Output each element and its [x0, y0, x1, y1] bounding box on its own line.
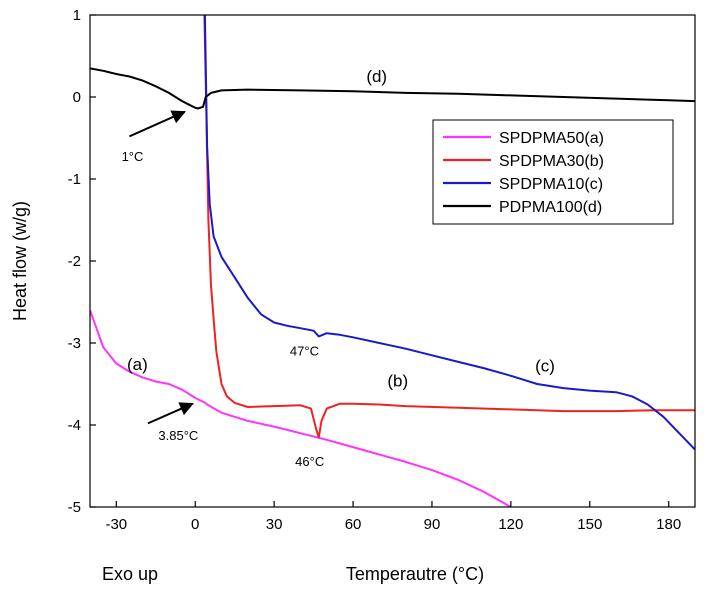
legend-label: PDPMA100(d): [499, 199, 602, 216]
legend-label: SPDPMA30(b): [499, 153, 604, 170]
x-tick-label: -30: [105, 516, 127, 533]
x-tick-label: 60: [345, 516, 362, 533]
ticks-layer: -30 0 30 60 90 120 150 180 1 0 -1 -2 -3 -4 -5: [68, 7, 682, 533]
x-tick-label: 0: [191, 516, 199, 533]
y-tick-label: -4: [68, 417, 81, 434]
y-tick-label: 0: [73, 89, 81, 106]
y-axis-title: Heat flow (w/g): [10, 201, 30, 321]
curve-label: (b): [387, 371, 408, 390]
y-tick-label: -2: [68, 253, 81, 270]
curve-label: (a): [127, 355, 148, 374]
annotation-arrow: [129, 110, 186, 138]
x-tick-label: 90: [424, 516, 441, 533]
series-line-spdpma50-a: [90, 309, 512, 507]
temperature-annotation: 47°C: [290, 343, 319, 358]
annotation-arrow: [147, 402, 194, 425]
curve-label: (d): [366, 67, 387, 86]
series-line-spdpma30-b: [203, 15, 695, 439]
x-axis-title: Temperautre (°C): [346, 564, 484, 584]
curve-label: (c): [535, 357, 555, 376]
exo-up-note: Exo up: [102, 564, 158, 584]
y-tick-label: -3: [68, 335, 81, 352]
temperature-annotation: 46°C: [295, 454, 324, 469]
annotation-layer: (a) (b) (c) (d) 1°C 3.85°C 46°C 47°C: [122, 67, 555, 469]
legend-label: SPDPMA50(a): [499, 130, 604, 147]
y-tick-label: -5: [68, 499, 81, 516]
y-tick-label: -1: [68, 171, 81, 188]
legend-label: SPDPMA10(c): [499, 176, 603, 193]
series-layer: [90, 15, 695, 507]
legend: SPDPMA50(a) SPDPMA30(b) SPDPMA10(c) PDPMA10…: [432, 119, 674, 225]
x-tick-label: 30: [266, 516, 283, 533]
series-line-pdpma100-d: [90, 67, 695, 110]
temperature-annotation: 1°C: [122, 149, 144, 164]
y-tick-label: 1: [73, 7, 81, 24]
series-line-spdpma10-c: [203, 15, 695, 451]
x-tick-label: 180: [656, 516, 681, 533]
temperature-annotation: 3.85°C: [158, 428, 198, 443]
x-tick-label: 120: [498, 516, 523, 533]
x-tick-label: 150: [577, 516, 602, 533]
